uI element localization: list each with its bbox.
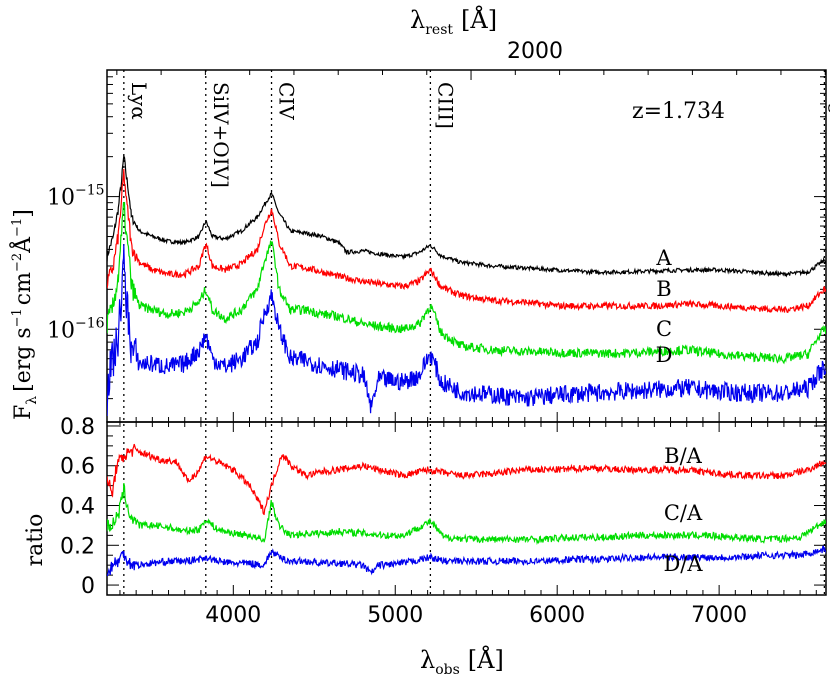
top-y-tick-label: 10−16 xyxy=(47,315,105,343)
ylabel-F: F xyxy=(11,405,36,420)
top-axis-lambda: λ xyxy=(410,6,425,34)
top-axis-tick-label: 2000 xyxy=(507,39,563,64)
top-axis-sub: rest xyxy=(425,22,453,38)
emission-line-label: CIV xyxy=(275,82,299,120)
spectrum-B xyxy=(107,168,826,314)
series-label-C: C xyxy=(656,317,672,341)
ylabel-exp-2: −2 xyxy=(10,253,25,272)
ratio-B-over-A xyxy=(107,443,826,516)
series-label-D: D xyxy=(656,343,673,367)
x-tick-label: 5000 xyxy=(367,603,423,628)
svg-text:Fλ[erg s−1cm−2Å−1]: Fλ[erg s−1cm−2Å−1] xyxy=(8,209,40,420)
bottom-panel-frame xyxy=(106,421,827,596)
bottom-y-tick-label: 0 xyxy=(81,574,95,599)
series-label-B: B xyxy=(656,277,671,301)
x-tick-label: 7000 xyxy=(691,603,747,628)
top-axis-unit: [Å] xyxy=(461,5,497,34)
ylabel-unit-2: cm xyxy=(11,272,36,305)
emission-line-label: Lyα xyxy=(127,82,151,120)
bottom-y-axis-label: ratio xyxy=(23,514,48,567)
ylabel-lambda-sub: λ xyxy=(24,396,40,405)
emission-line-label: SiIV+OIV] xyxy=(209,82,233,188)
ylabel-unit-3: Å xyxy=(8,236,36,254)
xlabel-lambda: λ xyxy=(420,646,435,674)
ratio-label: B/A xyxy=(664,444,703,468)
bottom-y-tick-label: 0.8 xyxy=(60,415,95,440)
spectrum-D xyxy=(107,244,826,417)
redshift-annotation: z=1.734 xyxy=(632,99,725,124)
ylabel-exp-3: −1 xyxy=(10,218,25,237)
series-label-A: A xyxy=(655,246,672,270)
bottom-y-tick-label: 0.4 xyxy=(60,495,95,520)
ylabel-exp-1: −1 xyxy=(10,308,25,327)
bottom-y-tick-label: 0.6 xyxy=(60,455,95,480)
emission-line-markers: Lyα SiIV+OIV] CIV CIII] MgII xyxy=(123,70,830,595)
x-tick-label: 4000 xyxy=(205,603,261,628)
ylabel-unit-1: [erg s xyxy=(11,327,36,392)
ratio-C-over-A xyxy=(107,483,826,546)
ratio-label: C/A xyxy=(664,501,703,525)
top-axis-label: λrest [Å] xyxy=(410,5,497,38)
spectrum-A xyxy=(107,153,826,278)
emission-line-label: CIII] xyxy=(433,82,457,129)
top-y-tick-label: 10−15 xyxy=(47,183,105,211)
bottom-panel-ratios xyxy=(107,443,826,577)
emission-line-label: MgII xyxy=(827,82,830,131)
xlabel-sub: obs xyxy=(435,662,460,678)
top-panel-spectra xyxy=(107,153,826,417)
x-tick-label: 6000 xyxy=(529,603,585,628)
ylabel-close: ] xyxy=(11,209,36,218)
bottom-y-tick-label: 0.2 xyxy=(60,534,95,559)
spectrum-C xyxy=(107,201,826,365)
ratio-D-over-A xyxy=(107,545,826,577)
ratio-label: D/A xyxy=(663,552,703,576)
xlabel-unit: [Å] xyxy=(468,645,504,674)
top-y-axis-label: Fλ[erg s−1cm−2Å−1] xyxy=(8,209,40,420)
bottom-x-axis-label: λobs [Å] xyxy=(420,645,504,678)
